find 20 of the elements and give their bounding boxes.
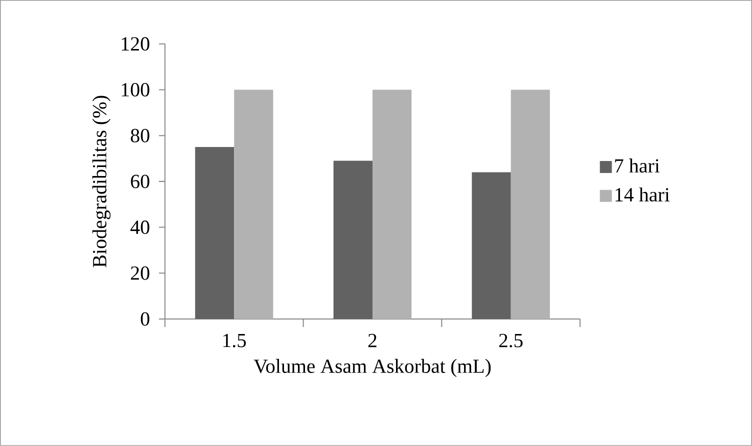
y-tick-label: 40 bbox=[130, 220, 150, 234]
y-tick-label: 60 bbox=[130, 174, 150, 188]
y-axis-title: Biodegradibilitas (%) bbox=[92, 96, 111, 268]
bar bbox=[510, 90, 550, 320]
bar bbox=[333, 160, 373, 320]
legend-label: 7 hari bbox=[615, 158, 660, 173]
bar bbox=[472, 172, 511, 320]
bar bbox=[234, 90, 274, 320]
x-tick-label: 2 bbox=[368, 334, 376, 348]
bar bbox=[195, 147, 234, 320]
bar bbox=[372, 90, 412, 320]
y-tick-label: 80 bbox=[130, 128, 150, 142]
y-tick-label: 100 bbox=[122, 83, 150, 97]
x-tick-label: 1.5 bbox=[223, 334, 246, 348]
y-tick-label: 120 bbox=[122, 37, 150, 51]
x-axis-title: Volume Asam Askorbat (mL) bbox=[254, 358, 491, 378]
x-tick-label: 2.5 bbox=[499, 334, 523, 348]
y-tick-label: 20 bbox=[130, 266, 150, 280]
legend-label: 14 hari bbox=[616, 187, 670, 202]
y-tick-label: 0 bbox=[140, 312, 150, 326]
